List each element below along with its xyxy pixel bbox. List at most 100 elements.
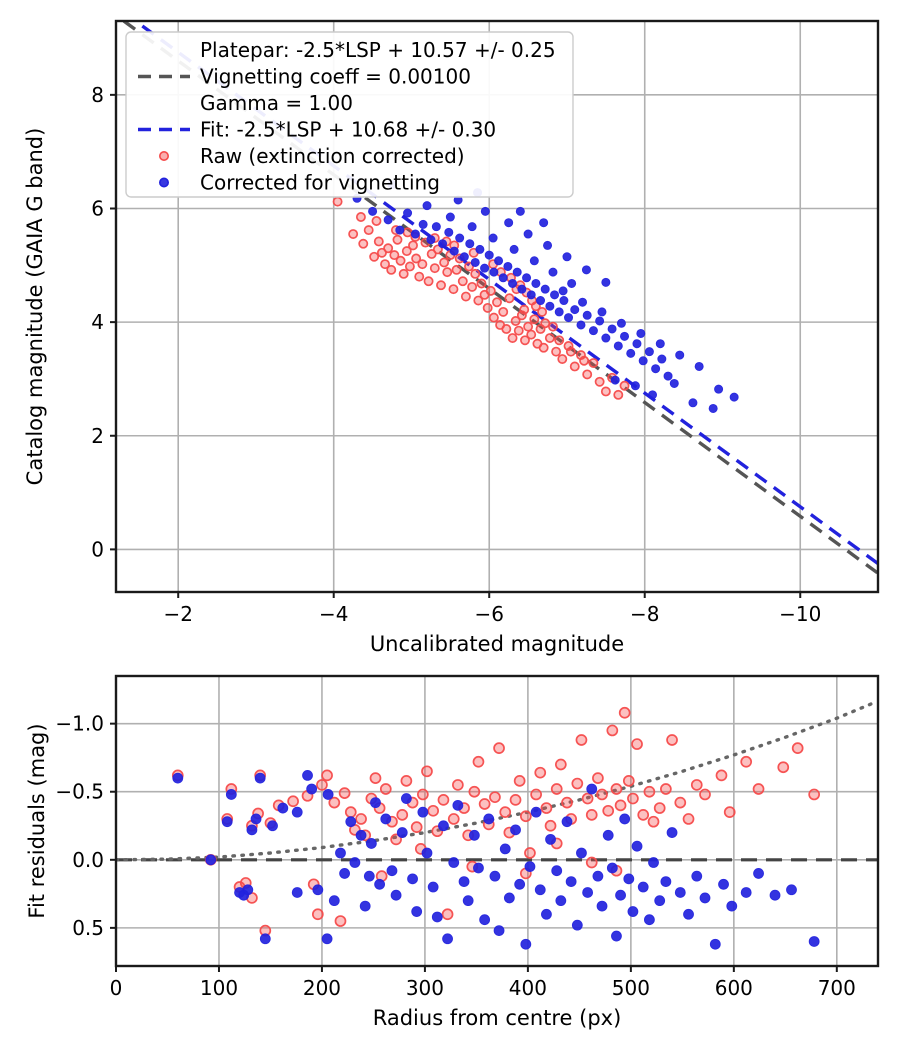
data-point bbox=[631, 840, 643, 852]
data-point bbox=[312, 884, 324, 896]
data-point bbox=[321, 933, 333, 945]
data-point bbox=[669, 378, 679, 388]
legend-item[interactable]: Raw (extinction corrected) bbox=[159, 144, 465, 168]
data-point bbox=[473, 295, 484, 306]
data-point bbox=[709, 938, 721, 950]
data-point bbox=[374, 878, 386, 890]
data-point bbox=[246, 824, 258, 836]
data-point bbox=[520, 938, 532, 950]
data-point bbox=[460, 291, 471, 302]
data-point bbox=[554, 335, 565, 346]
data-point bbox=[602, 829, 614, 841]
data-point bbox=[534, 766, 547, 779]
tick-label-x: 700 bbox=[818, 976, 856, 1000]
data-point bbox=[417, 806, 429, 818]
data-point bbox=[581, 265, 591, 275]
data-point bbox=[328, 895, 340, 907]
data-point bbox=[363, 870, 375, 882]
data-point bbox=[510, 824, 521, 836]
data-point bbox=[548, 267, 558, 277]
tick-label-x: 200 bbox=[303, 976, 341, 1000]
data-point bbox=[380, 813, 392, 825]
data-point bbox=[524, 861, 536, 873]
data-point bbox=[509, 794, 522, 806]
data-point bbox=[619, 813, 631, 825]
data-point bbox=[410, 821, 423, 833]
data-point bbox=[302, 769, 313, 781]
panel-fit-residuals-plot: 0 100 200 300 400 500 600 700 0.5 0.0 −0.5 −1.0 Radi… bbox=[25, 674, 880, 1030]
data-point bbox=[503, 892, 515, 904]
data-point bbox=[383, 215, 393, 225]
data-point bbox=[368, 206, 378, 216]
data-point bbox=[688, 398, 698, 408]
data-point bbox=[493, 742, 505, 755]
data-point bbox=[445, 212, 455, 222]
data-point bbox=[606, 724, 619, 737]
data-point bbox=[482, 302, 493, 313]
legend-label: Fit: -2.5*LSP + 10.68 +/- 0.30 bbox=[200, 118, 496, 142]
tick-label-x: −6 bbox=[474, 602, 503, 626]
data-point bbox=[452, 799, 464, 811]
data-point bbox=[576, 320, 586, 330]
data-point bbox=[582, 887, 594, 898]
legend-item[interactable]: Fit: -2.5*LSP + 10.68 +/- 0.30 bbox=[138, 118, 496, 142]
legend-item[interactable]: Corrected for vignetting bbox=[159, 171, 440, 195]
data-point bbox=[277, 802, 289, 814]
data-point bbox=[674, 796, 687, 809]
data-point bbox=[682, 813, 695, 825]
data-point bbox=[418, 219, 428, 229]
data-point bbox=[355, 212, 366, 222]
data-point bbox=[569, 361, 580, 372]
data-point bbox=[489, 870, 501, 882]
data-point bbox=[358, 238, 369, 249]
tick-label-y: 0.0 bbox=[72, 848, 104, 872]
data-point bbox=[567, 278, 577, 288]
data-point bbox=[777, 761, 790, 774]
data-point bbox=[623, 873, 635, 885]
data-point bbox=[586, 783, 598, 795]
data-point bbox=[539, 218, 549, 228]
data-point bbox=[332, 196, 343, 207]
data-point bbox=[398, 268, 409, 279]
data-point bbox=[504, 293, 515, 304]
data-point bbox=[753, 868, 764, 879]
data-point bbox=[530, 806, 542, 818]
data-point bbox=[729, 392, 739, 402]
line-fit bbox=[132, 21, 878, 565]
data-point bbox=[429, 263, 440, 274]
data-point bbox=[554, 307, 564, 317]
legend-item[interactable]: Vignetting coeff = 0.00100 bbox=[138, 65, 471, 89]
data-point bbox=[437, 794, 450, 806]
data-point bbox=[498, 273, 508, 283]
data-point bbox=[581, 792, 594, 805]
data-point bbox=[529, 314, 540, 325]
data-point bbox=[699, 892, 711, 904]
legend-item[interactable]: Gamma = 1.00 bbox=[200, 91, 353, 115]
data-point bbox=[602, 804, 615, 817]
data-point bbox=[501, 323, 512, 334]
data-point bbox=[427, 804, 440, 817]
tick-label-x: −2 bbox=[163, 602, 192, 626]
data-point bbox=[523, 321, 534, 332]
data-point bbox=[610, 375, 620, 385]
data-point bbox=[395, 225, 405, 235]
data-point bbox=[595, 316, 605, 326]
data-point bbox=[643, 785, 656, 798]
data-point bbox=[631, 738, 643, 750]
data-point bbox=[400, 774, 413, 787]
data-point bbox=[683, 908, 694, 920]
data-point bbox=[520, 335, 530, 346]
data-point bbox=[509, 244, 519, 254]
legend-item[interactable]: Platepar: -2.5*LSP + 10.57 +/- 0.25 bbox=[200, 38, 556, 62]
data-point bbox=[480, 263, 490, 273]
data-point bbox=[551, 346, 562, 357]
data-point bbox=[328, 796, 341, 809]
data-point bbox=[499, 843, 511, 855]
data-point bbox=[498, 306, 509, 317]
data-point bbox=[627, 792, 639, 805]
data-point bbox=[512, 267, 522, 277]
data-point bbox=[478, 798, 491, 810]
data-point bbox=[172, 772, 184, 784]
data-point bbox=[531, 278, 541, 288]
data-point bbox=[657, 354, 667, 364]
